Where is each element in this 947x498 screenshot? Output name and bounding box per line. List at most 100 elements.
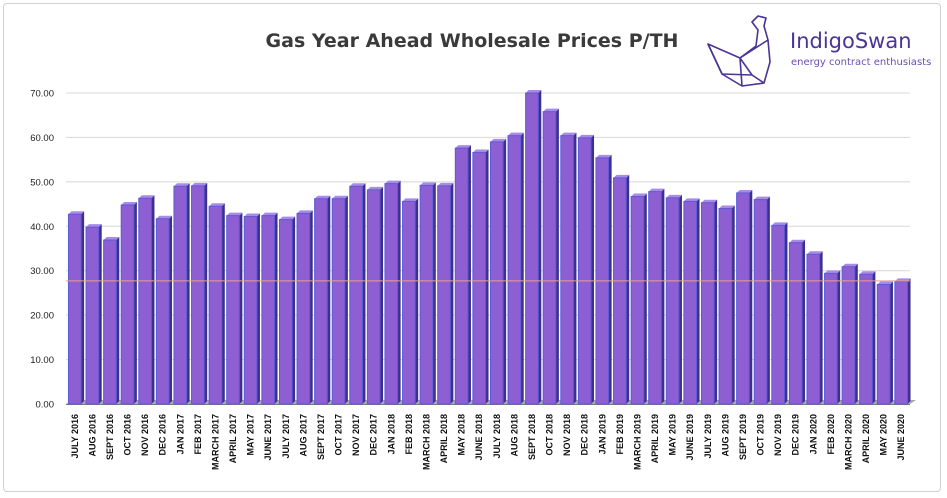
bar <box>718 205 735 405</box>
bar-face <box>437 185 451 405</box>
x-tick-label: AUG 2019 <box>720 414 730 457</box>
bar <box>155 215 173 405</box>
bar-side <box>854 263 858 404</box>
bar-side <box>678 194 682 404</box>
x-tick-label: NOV 2016 <box>140 414 150 456</box>
bar-face <box>718 208 733 405</box>
x-tick-label: JAN 2018 <box>386 414 396 455</box>
x-tick-label: DEC 2018 <box>580 414 590 456</box>
bar-face <box>349 185 363 405</box>
bar-side <box>766 196 770 404</box>
x-tick-label: AUG 2017 <box>298 414 308 457</box>
bar-side <box>397 180 401 404</box>
bar <box>507 132 524 405</box>
bar-face <box>736 192 750 405</box>
bar-face <box>824 272 838 405</box>
x-tick-label: AUG 2018 <box>509 414 519 457</box>
bar-top <box>367 186 384 190</box>
bar-side <box>555 108 559 404</box>
bar <box>67 211 85 405</box>
bar-top <box>560 132 577 136</box>
bar-top <box>719 205 735 209</box>
bar-side <box>450 182 454 404</box>
bar-side <box>819 251 823 404</box>
bar-top <box>297 210 313 214</box>
x-tick-label: APRIL 2020 <box>861 414 871 463</box>
bar-top <box>209 203 225 207</box>
x-tick-label: MAY 2018 <box>457 414 467 456</box>
y-tick-label: 20.00 <box>30 311 54 322</box>
bar <box>542 108 559 405</box>
bar-top <box>525 90 542 93</box>
bar-face <box>894 280 909 405</box>
x-tick-label: JUNE 2019 <box>685 414 695 461</box>
bar <box>771 222 788 405</box>
bar-side <box>626 174 630 404</box>
x-tick-label: JUNE 2018 <box>474 414 484 461</box>
bar <box>613 174 630 405</box>
x-tick-label: NOV 2018 <box>562 414 572 456</box>
bar-face <box>648 191 662 405</box>
x-tick-label: NOV 2019 <box>773 414 783 456</box>
x-tick-label: JULY 2016 <box>70 414 80 459</box>
bar-side <box>327 195 331 404</box>
brand-tagline: energy contract enthusiasts <box>791 57 931 68</box>
bar-top <box>666 194 682 198</box>
bar <box>120 201 137 405</box>
x-tick-label: JUNE 2017 <box>263 414 273 461</box>
bar <box>665 194 682 405</box>
y-axis: 0.00 10.00 20.00 30.00 40.00 50.00 60.00 70.00 <box>30 89 54 411</box>
bar-face <box>278 219 293 405</box>
y-tick-label: 50.00 <box>30 177 54 188</box>
x-tick-label: APRIL 2017 <box>228 414 238 463</box>
bar-side <box>221 203 225 404</box>
bar-side <box>239 212 243 404</box>
bar <box>402 198 419 405</box>
bar-face <box>120 204 135 405</box>
bar-face <box>472 152 487 405</box>
bar-face <box>85 226 100 405</box>
bar-top <box>226 212 243 216</box>
bar-side <box>503 138 507 404</box>
x-tick-label: DEC 2019 <box>791 414 801 456</box>
x-axis: JULY 2016 AUG 2016 SEPT 2016 OCT 2016 NOV 20… <box>70 414 906 470</box>
bar-top <box>789 239 806 243</box>
bar-side <box>661 188 665 404</box>
bar-top <box>508 132 524 136</box>
bar <box>454 145 471 405</box>
y-tick-label: 40.00 <box>30 222 54 233</box>
bar-top <box>68 211 85 215</box>
y-tick-label: 70.00 <box>30 89 54 100</box>
x-tick-label: JAN 2017 <box>175 414 185 455</box>
bar-side <box>344 195 348 404</box>
x-tick-label: AUG 2016 <box>87 414 97 457</box>
bar-top <box>877 281 893 285</box>
bar <box>859 271 876 405</box>
bar-side <box>608 154 612 404</box>
bar-face <box>630 196 645 405</box>
bar <box>876 281 893 405</box>
bar-side <box>485 149 489 404</box>
bar-side <box>292 216 296 404</box>
bar-face <box>859 273 873 405</box>
bar <box>138 195 155 405</box>
x-tick-label: OCT 2019 <box>756 414 766 456</box>
bar-face <box>788 242 803 405</box>
bar-top <box>349 183 366 187</box>
x-tick-label: SEPT 2016 <box>105 414 115 460</box>
bar-side <box>204 182 208 404</box>
bar-face <box>296 212 311 405</box>
bar-top <box>455 145 471 149</box>
x-tick-label: APRIL 2018 <box>439 414 449 463</box>
bar <box>366 186 384 405</box>
bar <box>208 203 225 405</box>
origami-swan-icon <box>707 15 771 87</box>
bar-side <box>714 199 718 404</box>
bar-face <box>876 283 891 405</box>
bar-top <box>261 212 278 216</box>
bar <box>472 149 489 405</box>
bar-top <box>314 195 331 199</box>
bar <box>648 188 665 405</box>
bar-face <box>331 198 346 405</box>
bar-top <box>648 188 665 192</box>
